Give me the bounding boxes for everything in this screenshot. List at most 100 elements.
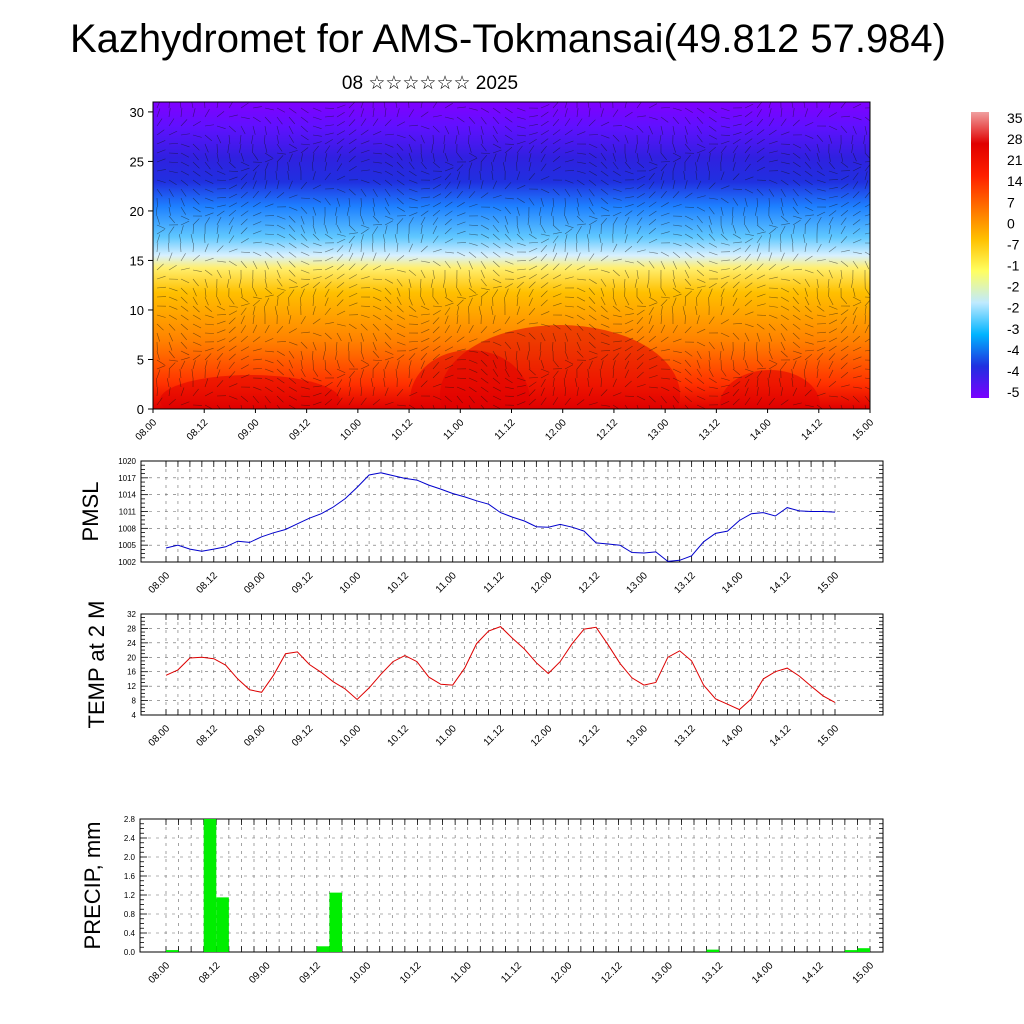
- wind-vector: [384, 401, 394, 406]
- wind-vector: [216, 329, 226, 334]
- wind-vector: [252, 212, 262, 217]
- wind-vector: [516, 288, 521, 298]
- wind-vector: [540, 138, 549, 145]
- wind-vector: [372, 161, 382, 164]
- wind-vector: [828, 296, 834, 306]
- wind-vector: [599, 369, 602, 379]
- wind-vector: [180, 341, 188, 349]
- wind-vector: [516, 306, 521, 316]
- wind-vector: [708, 316, 715, 325]
- wind-vector: [432, 371, 440, 379]
- wind-vector: [360, 387, 363, 397]
- wind-vector: [564, 263, 572, 271]
- wind-vector: [647, 143, 650, 153]
- wind-vector: [540, 379, 546, 388]
- wind-vector: [252, 116, 261, 123]
- wind-vector: [444, 116, 454, 120]
- wind-vector: [528, 162, 532, 172]
- wind-vector: [612, 152, 617, 162]
- wind-vector: [516, 377, 526, 382]
- wind-vector: [624, 345, 633, 352]
- wind-vector: [516, 197, 525, 203]
- wind-vector: [360, 305, 371, 307]
- wind-vector: [707, 162, 710, 172]
- wind-vector: [744, 163, 751, 172]
- wind-vector: [624, 234, 628, 244]
- wind-vector: [852, 210, 861, 217]
- wind-vector: [648, 201, 657, 208]
- wind-vector: [744, 368, 754, 373]
- wind-vector: [732, 297, 738, 307]
- wind-vector: [660, 171, 664, 181]
- wind-vector: [300, 350, 304, 360]
- wind-vector: [456, 251, 466, 257]
- wind-vector: [288, 242, 297, 249]
- wind-vector: [852, 181, 859, 190]
- wind-vector: [540, 120, 549, 127]
- wind-vector: [516, 297, 519, 307]
- wind-vector: [432, 361, 440, 370]
- x-tick-label: 12.12: [577, 723, 603, 749]
- wind-vector: [444, 181, 451, 190]
- wind-vector: [216, 260, 226, 263]
- wind-vector: [840, 115, 850, 118]
- wind-vector: [600, 332, 610, 337]
- wind-vector: [156, 149, 166, 154]
- wind-vector: [348, 252, 354, 262]
- wind-vector: [468, 338, 478, 343]
- wind-vector: [432, 383, 442, 388]
- wind-vector: [696, 377, 705, 384]
- wind-vector: [479, 171, 482, 181]
- wind-vector: [408, 353, 416, 361]
- wind-vector: [192, 218, 200, 226]
- wind-vector: [756, 147, 765, 154]
- wind-vector: [564, 332, 569, 342]
- wind-vector: [744, 154, 750, 163]
- wind-vector: [444, 161, 454, 166]
- y-axis-title: TEMP at 2 M: [84, 601, 109, 729]
- precip-bar: [216, 897, 229, 952]
- wind-vector: [588, 341, 596, 349]
- wind-vector: [180, 253, 186, 262]
- wind-vector: [360, 140, 370, 145]
- wind-vector: [228, 371, 236, 379]
- colorbar: [971, 112, 989, 398]
- wind-vector: [840, 336, 849, 343]
- wind-vector: [216, 170, 226, 175]
- wind-vector: [528, 124, 538, 127]
- wind-vector: [168, 188, 174, 197]
- wind-vector: [648, 227, 657, 235]
- wind-vector: [528, 242, 538, 244]
- wind-vector: [264, 203, 274, 208]
- wind-vector: [336, 245, 344, 253]
- x-tick-label: 14.12: [768, 723, 794, 749]
- wind-vector: [252, 395, 259, 404]
- wind-vector: [564, 364, 574, 370]
- wind-vector: [204, 257, 214, 262]
- wind-vector: [576, 323, 584, 331]
- wind-vector: [768, 159, 778, 163]
- wind-vector: [792, 152, 801, 159]
- wind-vector: [360, 332, 365, 342]
- wind-vector: [636, 384, 646, 388]
- wind-vector: [576, 350, 584, 358]
- wind-vector: [804, 206, 814, 212]
- wind-vector: [408, 378, 413, 388]
- wind-vector: [300, 395, 310, 398]
- wind-vector: [384, 332, 392, 340]
- wind-vector: [444, 191, 452, 199]
- wind-vector: [312, 116, 322, 121]
- wind-vector: [179, 234, 182, 244]
- wind-vector: [720, 368, 727, 377]
- wind-vector: [539, 341, 542, 351]
- wind-vector: [576, 287, 586, 293]
- wind-vector: [744, 244, 751, 253]
- colorbar-label: -2: [1007, 279, 1020, 295]
- wind-vector: [744, 290, 752, 298]
- wind-vector: [600, 217, 608, 226]
- wind-vector: [540, 263, 549, 271]
- wind-vector: [432, 202, 441, 208]
- wind-vector: [744, 282, 753, 289]
- wind-vector: [708, 153, 711, 163]
